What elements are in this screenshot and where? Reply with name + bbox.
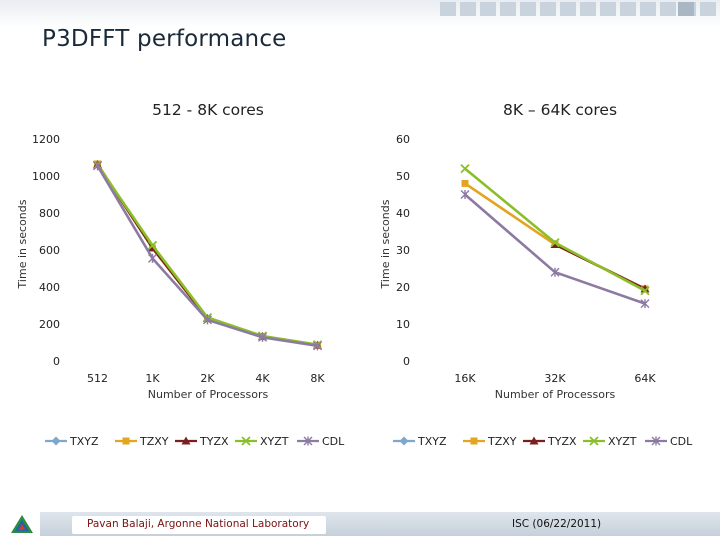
footer: Pavan Balaji, Argonne National Laborator… [0,498,720,540]
left-chart-point-cdl [313,341,322,351]
left-chart-ytick-label: 200 [39,318,60,331]
left-chart-legend-label: XYZT [260,435,289,448]
right-chart-point-cdl [460,190,470,199]
right-chart-legend-marker [651,436,661,446]
right-chart-legend-item-xyzt: XYZT [583,435,637,448]
right-chart-legend-marker [399,436,409,446]
header-pattern [440,2,716,16]
right-chart-legend-item-txyz: TXYZ [393,435,447,448]
right-chart-legend-label: XYZT [608,435,637,448]
left-chart-xtick-label: 2K [200,372,215,385]
left-chart-legend-label: TXYZ [69,435,99,448]
left-chart-legend-label: TZXY [139,435,169,448]
right-chart-series-xyzt [460,163,650,296]
left-chart-point-cdl [203,315,212,325]
left-chart-title: 512 - 8K cores [152,101,264,119]
right-chart-ytick-label: 30 [396,244,410,257]
footer-label-box [72,516,326,534]
left-chart-point-cdl [148,253,157,263]
right-chart-legend-label: CDL [670,435,693,448]
left-chart-ytick-label: 400 [39,281,60,294]
left-chart-ytick-label: 1200 [32,133,60,146]
right-chart-legend-label: TXYZ [417,435,447,448]
right-chart-point-xyzt [640,286,650,296]
left-chart-point-cdl [93,161,102,171]
left-chart-ytick-label: 600 [39,244,60,257]
argonne-logo-icon [11,515,33,533]
left-chart-xtick-label: 512 [87,372,108,385]
left-chart-legend-item-tyzx: TYZX [175,435,229,448]
right-chart-legend-label: TYZX [547,435,577,448]
right-chart-point-tzxy [461,179,469,187]
right-chart-y-axis-title: Time in seconds [379,199,392,289]
right-chart-line-cdl [464,193,646,305]
left-chart-legend-item-txyz: TXYZ [45,435,99,448]
right-chart-ytick-label: 20 [396,281,410,294]
right-chart-xtick-label: 64K [634,372,656,385]
left-chart-legend-item-cdl: CDL [297,435,345,448]
right-chart-ytick-label: 10 [396,318,410,331]
right-chart-legend-item-tzxy: TZXY [463,435,517,448]
right-chart-ytick-label: 40 [396,207,410,220]
footer-date: ISC (06/22/2011) [512,518,602,530]
right-chart-legend-marker [529,436,539,445]
left-chart-ytick-label: 1000 [32,170,60,183]
left-chart-legend-marker [122,437,130,445]
right-chart-x-axis-title: Number of Processors [495,388,616,401]
right-chart-ytick-label: 50 [396,170,410,183]
left-chart-series-cdl [93,161,322,351]
right-chart-legend-item-cdl: CDL [645,435,693,448]
left-chart-point-xyzt [147,240,158,251]
left-chart-ytick-label: 0 [53,355,60,368]
right-chart-legend-marker [589,436,599,446]
left-chart-legend-marker [181,436,191,445]
left-chart-ytick-label: 800 [39,207,60,220]
left-chart-x-axis-title: Number of Processors [148,388,269,401]
left-chart-legend-label: TYZX [199,435,229,448]
left-chart-y-axis-title: Time in seconds [16,199,29,289]
right-chart-legend-item-tyzx: TYZX [523,435,577,448]
right-chart-legend-marker [470,437,478,445]
left-chart-legend-item-xyzt: XYZT [235,435,289,448]
right-chart-ytick-label: 60 [396,133,410,146]
right-chart-xtick-label: 16K [454,372,476,385]
right-chart-point-xyzt [460,163,470,174]
left-chart-xtick-label: 1K [145,372,160,385]
footer-author: Pavan Balaji, Argonne National Laborator… [87,518,310,530]
left-chart-legend-marker [241,436,251,446]
slide-title: P3DFFT performance [42,26,287,52]
left-chart-legend-label: CDL [322,435,345,448]
right-chart-point-cdl [640,299,650,309]
right-chart-xtick-label: 32K [544,372,566,385]
left-chart-legend-item-tzxy: TZXY [115,435,169,448]
left-chart-legend-marker [51,436,61,446]
left-chart-point-cdl [258,332,267,342]
left-chart-xtick-label: 4K [255,372,270,385]
right-chart-ytick-label: 0 [403,355,410,368]
right-chart-legend-label: TZXY [487,435,517,448]
left-chart-legend-marker [303,436,313,446]
right-chart-series-cdl [460,190,650,309]
right-chart-point-xyzt [550,237,560,248]
right-chart-title: 8K – 64K cores [503,101,617,119]
left-chart-xtick-label: 8K [310,372,325,385]
right-chart-point-cdl [550,267,560,277]
